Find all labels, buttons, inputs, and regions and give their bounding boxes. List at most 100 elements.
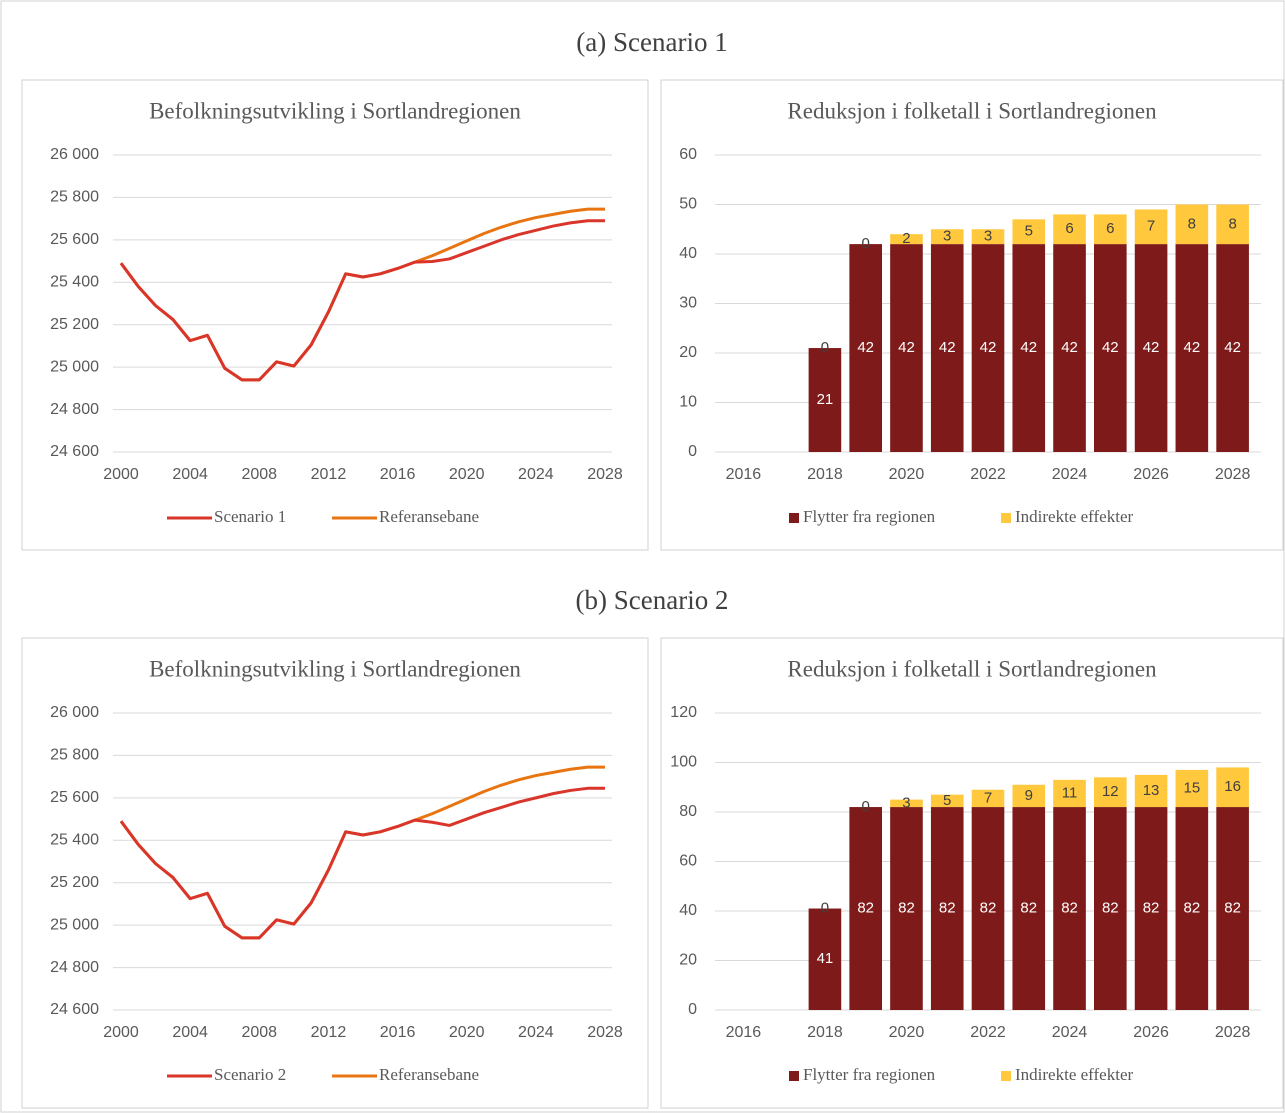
x-tick-label: 2024 bbox=[518, 466, 554, 483]
data-label: 11 bbox=[1062, 784, 1078, 801]
data-label: 7 bbox=[1147, 218, 1155, 235]
bar-segment bbox=[1012, 807, 1046, 1010]
x-tick-label: 2028 bbox=[1215, 466, 1251, 483]
data-label: 16 bbox=[1224, 778, 1241, 795]
bar-segment bbox=[808, 348, 842, 452]
bar-segment bbox=[930, 794, 964, 808]
y-tick-label: 26 000 bbox=[50, 146, 99, 163]
data-label: 6 bbox=[1065, 220, 1073, 237]
bar-segment bbox=[890, 234, 923, 245]
y-tick-label: 10 bbox=[679, 394, 697, 411]
bar-segment bbox=[971, 789, 1005, 808]
bar-segment bbox=[971, 807, 1005, 1010]
y-tick-label: 25 600 bbox=[50, 789, 99, 806]
data-label: 42 bbox=[980, 339, 997, 356]
chart-title: Befolkningsutvikling i Sortlandregionen bbox=[149, 656, 521, 681]
data-label: 5 bbox=[1025, 223, 1033, 240]
y-tick-label: 24 800 bbox=[50, 959, 99, 976]
data-label: 2 bbox=[902, 230, 910, 247]
chart-title: Befolkningsutvikling i Sortlandregionen bbox=[149, 98, 521, 123]
bar-segment bbox=[890, 244, 923, 452]
x-tick-label: 2020 bbox=[449, 1024, 485, 1041]
y-tick-label: 50 bbox=[679, 196, 697, 213]
x-tick-label: 2016 bbox=[380, 1024, 416, 1041]
data-label: 5 bbox=[943, 792, 951, 809]
bar-segment bbox=[849, 807, 882, 1010]
legend-swatch bbox=[1001, 513, 1011, 523]
section-heading: (b) Scenario 2 bbox=[576, 585, 729, 615]
data-label: 82 bbox=[857, 899, 874, 916]
y-tick-label: 25 600 bbox=[50, 231, 99, 248]
x-tick-label: 2024 bbox=[518, 1024, 554, 1041]
y-tick-label: 20 bbox=[679, 344, 697, 361]
bar-segment bbox=[1216, 767, 1249, 808]
data-label: 42 bbox=[898, 339, 915, 356]
bar-segment bbox=[930, 229, 964, 245]
data-label: 82 bbox=[1184, 899, 1201, 916]
x-tick-label: 2016 bbox=[726, 466, 762, 483]
x-tick-label: 2004 bbox=[172, 466, 208, 483]
x-tick-label: 2018 bbox=[807, 1024, 843, 1041]
y-tick-label: 24 600 bbox=[50, 443, 99, 460]
data-label: 82 bbox=[1102, 899, 1119, 916]
bar-segment bbox=[1094, 244, 1127, 452]
y-tick-label: 25 000 bbox=[50, 358, 99, 375]
y-tick-label: 25 400 bbox=[50, 832, 99, 849]
bar-segment bbox=[849, 244, 882, 452]
bar-segment bbox=[1175, 244, 1209, 452]
data-label: 0 bbox=[821, 899, 829, 916]
line-series bbox=[119, 219, 605, 382]
y-tick-label: 25 400 bbox=[50, 274, 99, 291]
bar-segment bbox=[1134, 807, 1168, 1010]
x-tick-label: 2024 bbox=[1052, 1024, 1088, 1041]
legend-label: Scenario 2 bbox=[214, 1065, 286, 1084]
y-tick-label: 25 200 bbox=[50, 316, 99, 333]
legend-swatch bbox=[1001, 1071, 1011, 1081]
legend-label: Flytter fra regionen bbox=[803, 507, 936, 526]
y-tick-label: 40 bbox=[679, 902, 697, 919]
line-series bbox=[119, 786, 605, 940]
y-tick-label: 40 bbox=[679, 245, 697, 262]
data-label: 42 bbox=[1184, 339, 1201, 356]
bar-segment bbox=[890, 799, 923, 808]
data-label: 42 bbox=[939, 339, 956, 356]
section-heading: (a) Scenario 1 bbox=[576, 27, 727, 57]
bar-segment bbox=[1053, 244, 1086, 452]
x-tick-label: 2012 bbox=[311, 466, 347, 483]
bar-segment bbox=[1175, 769, 1209, 808]
x-tick-label: 2022 bbox=[970, 1024, 1006, 1041]
bar-segment bbox=[1053, 779, 1086, 808]
bar-segment bbox=[1216, 204, 1249, 245]
x-tick-label: 2028 bbox=[587, 1024, 623, 1041]
bar-segment bbox=[1012, 784, 1046, 808]
y-tick-label: 60 bbox=[679, 853, 697, 870]
x-tick-label: 2020 bbox=[449, 466, 485, 483]
x-tick-label: 2024 bbox=[1052, 466, 1088, 483]
data-label: 9 bbox=[1025, 787, 1033, 804]
bar-segment bbox=[1012, 244, 1046, 452]
x-tick-label: 2028 bbox=[1215, 1024, 1251, 1041]
y-tick-label: 25 200 bbox=[50, 874, 99, 891]
y-tick-label: 120 bbox=[670, 704, 697, 721]
bar-segment bbox=[930, 244, 964, 452]
y-tick-label: 0 bbox=[688, 1001, 697, 1018]
data-label: 42 bbox=[1224, 339, 1241, 356]
data-label: 42 bbox=[1020, 339, 1037, 356]
data-label: 82 bbox=[898, 899, 915, 916]
x-tick-label: 2026 bbox=[1133, 466, 1169, 483]
data-label: 0 bbox=[862, 235, 870, 252]
bar-segment bbox=[1175, 807, 1209, 1010]
data-label: 3 bbox=[984, 228, 992, 245]
legend-swatch bbox=[789, 1071, 799, 1081]
data-label: 42 bbox=[857, 339, 874, 356]
y-tick-label: 25 000 bbox=[50, 916, 99, 933]
y-tick-label: 25 800 bbox=[50, 189, 99, 206]
data-label: 8 bbox=[1228, 215, 1236, 232]
x-tick-label: 2008 bbox=[241, 1024, 277, 1041]
bar-segment bbox=[808, 908, 842, 1010]
bar-segment bbox=[1216, 244, 1249, 452]
bar-segment bbox=[1094, 807, 1127, 1010]
data-label: 13 bbox=[1143, 782, 1160, 799]
